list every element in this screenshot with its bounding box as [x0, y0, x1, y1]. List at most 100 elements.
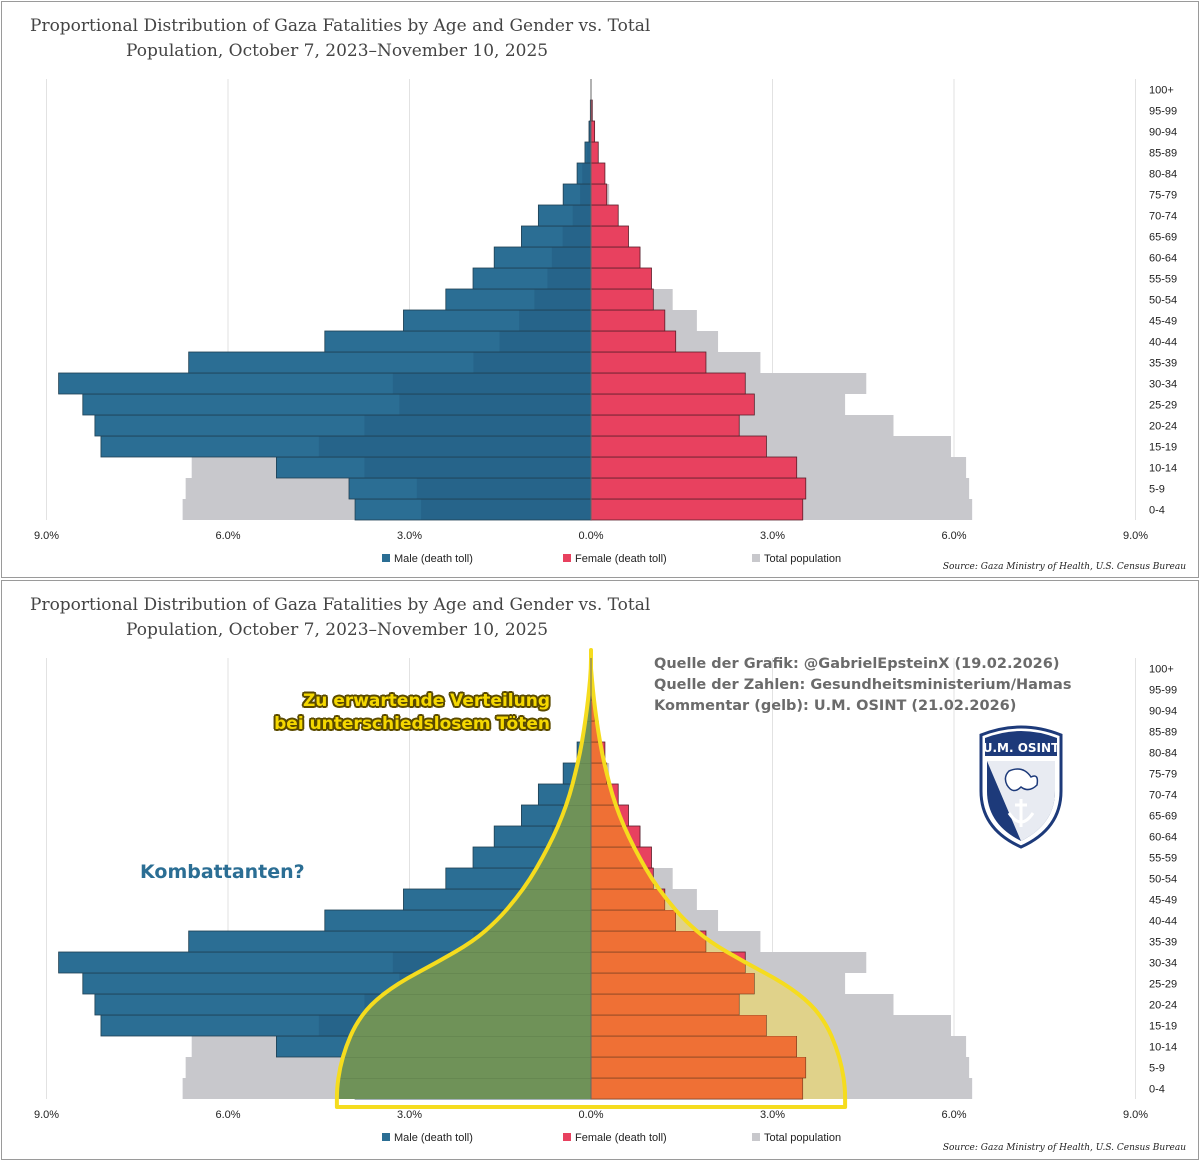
age-group-label: 80-84	[1149, 169, 1177, 181]
male-bar-shade	[562, 226, 591, 247]
logo-lion-icon	[1004, 768, 1039, 792]
male-overlay-bar	[572, 658, 591, 679]
male-overlay-bar	[352, 994, 591, 1015]
male-overlay-bar	[336, 1057, 591, 1078]
age-group-label: 10-14	[1149, 1042, 1177, 1054]
age-group-label: 35-39	[1149, 937, 1177, 949]
pyramid-chart-original: 9.0% 6.0% 3.0% 0.0% 3.0% 6.0% 9.0% 0-4 5-9 10-14 1…	[34, 79, 1177, 565]
legend-swatch	[563, 1133, 571, 1141]
x-tick-label: 6.0%	[215, 1109, 240, 1121]
age-group-label: 95-99	[1149, 106, 1177, 118]
annotation-expected-distribution: Zu erwartende Verteilung bei unterschied…	[274, 690, 550, 736]
x-tick-label: 0.0%	[578, 1109, 603, 1121]
x-tick-label: 6.0%	[215, 530, 240, 542]
male-overlay-bar	[336, 1036, 591, 1057]
female-overlay-bar	[590, 951, 746, 974]
age-group-label: 20-24	[1149, 1000, 1177, 1012]
male-bar-shade	[392, 373, 591, 394]
male-bar-shade	[364, 457, 591, 478]
expected-distribution-curve	[334, 648, 848, 1109]
age-group-label: 85-89	[1149, 148, 1177, 160]
female-overlay-bar	[590, 930, 707, 953]
legend-swatch	[382, 554, 390, 562]
chart-title-line2: Population, October 7, 2023–November 10,…	[126, 41, 549, 61]
female-bar	[590, 435, 767, 458]
x-tick-label: 0.0%	[578, 530, 603, 542]
age-group-label: 60-64	[1149, 253, 1177, 265]
female-bar	[590, 288, 654, 311]
chart-title-line2: Population, October 7, 2023–November 10,…	[126, 620, 549, 640]
x-tick-label: 9.0%	[34, 530, 59, 542]
female-bar	[590, 372, 746, 395]
female-bar	[590, 351, 707, 374]
age-group-label: 75-79	[1149, 769, 1177, 781]
female-overlay-bar	[590, 1035, 797, 1058]
male-bar-shade	[572, 205, 591, 226]
age-group-label: 100+	[1149, 85, 1174, 97]
male-bar-shade	[399, 394, 591, 415]
male-bar-shade	[551, 247, 591, 268]
female-bar	[590, 162, 606, 185]
male-bar-shade	[580, 184, 591, 205]
annotation-expected-line2: bei unterschiedslosem Töten	[274, 714, 550, 734]
chart-title-line1: Proportional Distribution of Gaza Fatali…	[30, 16, 651, 36]
male-bar-shade	[421, 499, 591, 520]
legend-label: Female (death toll)	[575, 553, 667, 565]
female-overlay-bar	[590, 1014, 767, 1037]
x-tick-label: 9.0%	[34, 1109, 59, 1121]
age-group-label: 70-74	[1149, 211, 1177, 223]
female-bar	[590, 204, 619, 227]
female-overlay-bar	[590, 867, 654, 890]
age-group-label: 100+	[1149, 664, 1174, 676]
female-bar	[590, 414, 740, 437]
chart-panel-annotated: Proportional Distribution of Gaza Fatali…	[1, 580, 1199, 1160]
female-bar	[590, 183, 608, 206]
age-group-label: 5-9	[1149, 1063, 1165, 1075]
male-bar-shade	[473, 352, 591, 373]
age-group-label: 70-74	[1149, 790, 1177, 802]
age-group-label: 40-44	[1149, 916, 1177, 928]
male-bar-shade	[547, 268, 591, 289]
male-overlay-bar	[336, 1015, 591, 1036]
female-overlay-bar	[590, 1077, 804, 1100]
chart-source: Source: Gaza Ministry of Health, U.S. Ce…	[942, 562, 1186, 572]
age-group-label: 15-19	[1149, 442, 1177, 454]
male-overlay-bar	[379, 973, 591, 994]
female-bar	[590, 141, 599, 164]
female-bar	[590, 267, 652, 290]
female-overlay-bar	[590, 993, 740, 1016]
logo-anchor-icon	[1007, 799, 1035, 827]
age-group-label: 50-54	[1149, 295, 1177, 307]
legend-swatch	[382, 1133, 390, 1141]
legend-label: Male (death toll)	[394, 553, 473, 565]
age-group-label: 40-44	[1149, 337, 1177, 349]
annotation-combatants: Kombattanten?	[140, 861, 305, 883]
male-bar-shade	[519, 310, 591, 331]
age-group-label: 55-59	[1149, 853, 1177, 865]
male-bar-shade	[318, 436, 591, 457]
male-bar-shade	[416, 478, 591, 499]
age-group-label: 75-79	[1149, 190, 1177, 202]
age-group-label: 5-9	[1149, 484, 1165, 496]
female-bar	[590, 477, 807, 500]
chart-source: Source: Gaza Ministry of Health, U.S. Ce…	[942, 1143, 1186, 1153]
age-group-label: 45-49	[1149, 895, 1177, 907]
age-group-label: 85-89	[1149, 727, 1177, 739]
male-overlay-bar	[565, 721, 591, 742]
legend-swatch	[752, 1133, 760, 1141]
annotation-sources: Quelle der Grafik: @GabrielEpsteinX (19.…	[654, 654, 1071, 717]
logo-banner	[985, 731, 1057, 756]
male-overlay-bar	[454, 931, 591, 952]
male-overlay-bar	[418, 952, 591, 973]
age-group-label: 95-99	[1149, 685, 1177, 697]
population-overlay-bar	[591, 658, 610, 679]
chart-panel-original: Proportional Distribution of Gaza Fatali…	[1, 1, 1199, 578]
age-group-label: 90-94	[1149, 706, 1177, 718]
age-group-label: 80-84	[1149, 748, 1177, 760]
legend-swatch	[563, 554, 571, 562]
pyramid-chart-annotated: 9.0% 6.0% 3.0% 0.0% 3.0% 6.0% 9.0% 0-4 5-9 10-14 1…	[34, 648, 1177, 1144]
male-overlay-bar	[336, 1078, 591, 1099]
male-bar-shade	[582, 163, 591, 184]
age-group-label: 45-49	[1149, 316, 1177, 328]
age-group-label: 20-24	[1149, 421, 1177, 433]
